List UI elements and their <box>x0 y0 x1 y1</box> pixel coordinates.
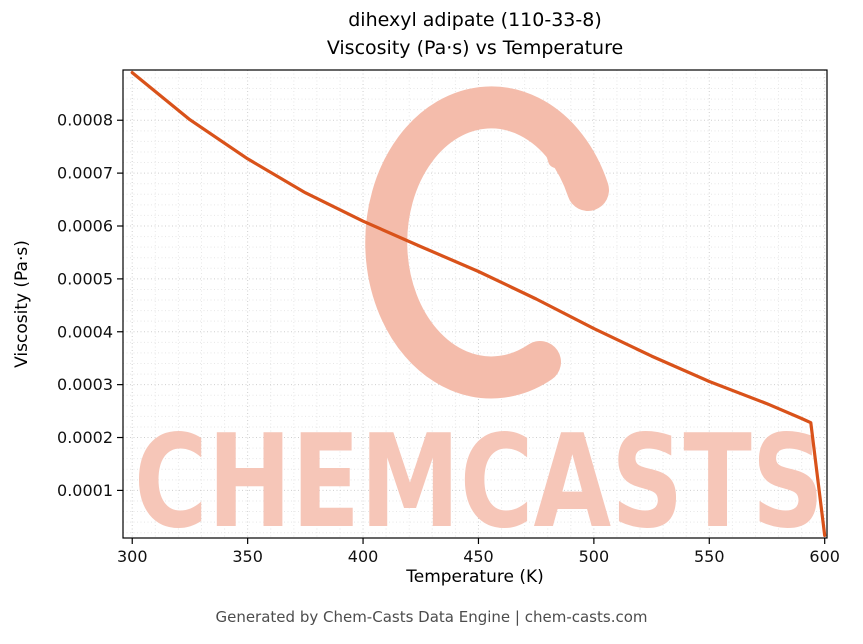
y-tick-label: 0.0004 <box>57 322 113 341</box>
y-tick-label: 0.0001 <box>57 481 113 500</box>
y-tick-label: 0.0008 <box>57 111 113 130</box>
y-tick-label: 0.0007 <box>57 164 113 183</box>
y-tick-label: 0.0003 <box>57 375 113 394</box>
x-tick-label: 300 <box>117 547 148 566</box>
footer-caption: Generated by Chem-Casts Data Engine | ch… <box>215 608 648 626</box>
x-axis-label: Temperature (K) <box>406 567 544 587</box>
x-tick-label: 550 <box>694 547 725 566</box>
y-tick-label: 0.0006 <box>57 217 113 236</box>
chart-title-line1: dihexyl adipate (110-33-8) <box>348 9 602 31</box>
watermark-text: CHEMCASTS <box>134 408 824 557</box>
x-tick-label: 600 <box>809 547 840 566</box>
y-tick-label: 0.0002 <box>57 428 113 447</box>
plot-border <box>122 69 828 539</box>
x-tick-label: 400 <box>348 547 379 566</box>
y-axis-label: Viscosity (Pa·s) <box>12 240 32 368</box>
y-tick-label: 0.0005 <box>57 269 113 288</box>
x-tick-label: 350 <box>232 547 263 566</box>
x-tick-label: 450 <box>463 547 494 566</box>
data-line-viscosity <box>130 71 827 537</box>
watermark-logo-inner-swirl <box>454 96 564 168</box>
chart-title-line2: Viscosity (Pa·s) vs Temperature <box>326 37 624 59</box>
ticks-layer: 300 350 400 450 500 550 600 0.0001 0.0002 0.0003 0… <box>57 111 840 566</box>
chart-title: dihexyl adipate (110-33-8) Viscosity (Pa… <box>123 6 827 62</box>
data-line-layer <box>130 71 827 537</box>
watermark: CHEMCASTS <box>134 86 824 557</box>
x-tick-label: 500 <box>579 547 610 566</box>
axes-layer <box>122 69 828 539</box>
